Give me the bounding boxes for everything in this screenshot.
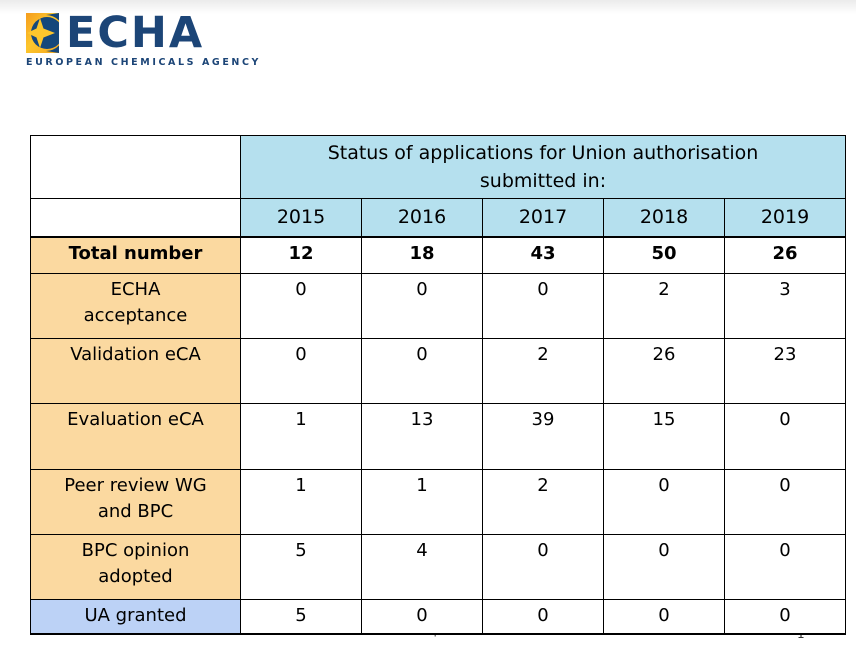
echa-logo-mark-icon [26, 13, 59, 53]
cell-value: 0 [724, 599, 846, 635]
cell-value: 0 [361, 338, 483, 404]
cell-value: 0 [724, 469, 846, 535]
cell-value: 3 [724, 273, 846, 339]
brand-tagline: EUROPEAN CHEMICALS AGENCY [26, 57, 262, 68]
cell-value: 0 [240, 273, 362, 339]
cell-value: 0 [603, 534, 725, 600]
top-gradient-strip [0, 0, 856, 14]
table-row-bpc-opinion: BPC opinion adopted 5 4 0 0 0 [30, 534, 846, 600]
cell-value: 18 [361, 235, 483, 274]
status-table: Status of applications for Union authori… [30, 135, 846, 635]
table-title: Status of applications for Union authori… [240, 135, 846, 199]
row-label: UA granted [30, 599, 241, 635]
table-row-ua-granted: UA granted 5 0 0 0 0 [30, 599, 846, 635]
cell-value: 4 [361, 534, 483, 600]
cell-value: 23 [724, 338, 846, 404]
col-header-2015: 2015 [240, 198, 362, 237]
cell-value: 2 [482, 338, 604, 404]
year-header-row: 2015 2016 2017 2018 2019 [30, 198, 846, 237]
cell-value: 1 [240, 469, 362, 535]
row-label: BPC opinion adopted [30, 534, 241, 600]
cell-value: 0 [361, 273, 483, 339]
cell-value: 0 [482, 599, 604, 635]
empty-corner [30, 135, 241, 199]
cell-value: 26 [603, 338, 725, 404]
cell-value: 0 [603, 469, 725, 535]
cell-value: 1 [240, 403, 362, 470]
cell-value: 0 [724, 403, 846, 470]
cell-value: 15 [603, 403, 725, 470]
table-row-total-number: Total number 12 18 43 50 26 [30, 235, 846, 274]
brand-name: ECHA [66, 8, 205, 58]
table-row-validation-eca: Validation eCA 0 0 2 26 23 [30, 338, 846, 404]
row-label: ECHA acceptance [30, 273, 241, 339]
cell-value: 26 [724, 235, 846, 274]
cell-value: 5 [240, 599, 362, 635]
cell-value: 0 [724, 534, 846, 600]
cell-value: 0 [603, 599, 725, 635]
empty-corner [30, 198, 241, 237]
row-label: Peer review WG and BPC [30, 469, 241, 535]
cell-value: 39 [482, 403, 604, 470]
cell-value: 43 [482, 235, 604, 274]
col-header-2017: 2017 [482, 198, 604, 237]
col-header-2019: 2019 [724, 198, 846, 237]
cell-value: 13 [361, 403, 483, 470]
cell-value: 0 [240, 338, 362, 404]
cell-value: 1 [361, 469, 483, 535]
table-row-peer-review: Peer review WG and BPC 1 1 2 0 0 [30, 469, 846, 535]
col-header-2018: 2018 [603, 198, 725, 237]
row-label: Evaluation eCA [30, 403, 241, 470]
row-label: Total number [30, 235, 241, 274]
page-number: 1 [797, 627, 805, 641]
cell-value: 50 [603, 235, 725, 274]
cell-value: 0 [361, 599, 483, 635]
table-row-echa-acceptance: ECHA acceptance 0 0 0 2 3 [30, 273, 846, 339]
cell-value: 0 [482, 534, 604, 600]
cell-value: 5 [240, 534, 362, 600]
row-label: Validation eCA [30, 338, 241, 404]
cell-value: 0 [482, 273, 604, 339]
cell-value: 2 [482, 469, 604, 535]
status-table-wrap: Status of applications for Union authori… [30, 135, 846, 635]
cell-value: 2 [603, 273, 725, 339]
cell-value: 12 [240, 235, 362, 274]
echa-logo: ECHA EUROPEAN CHEMICALS AGENCY [26, 8, 262, 68]
table-row-evaluation-eca: Evaluation eCA 1 13 39 15 0 [30, 403, 846, 470]
col-header-2016: 2016 [361, 198, 483, 237]
